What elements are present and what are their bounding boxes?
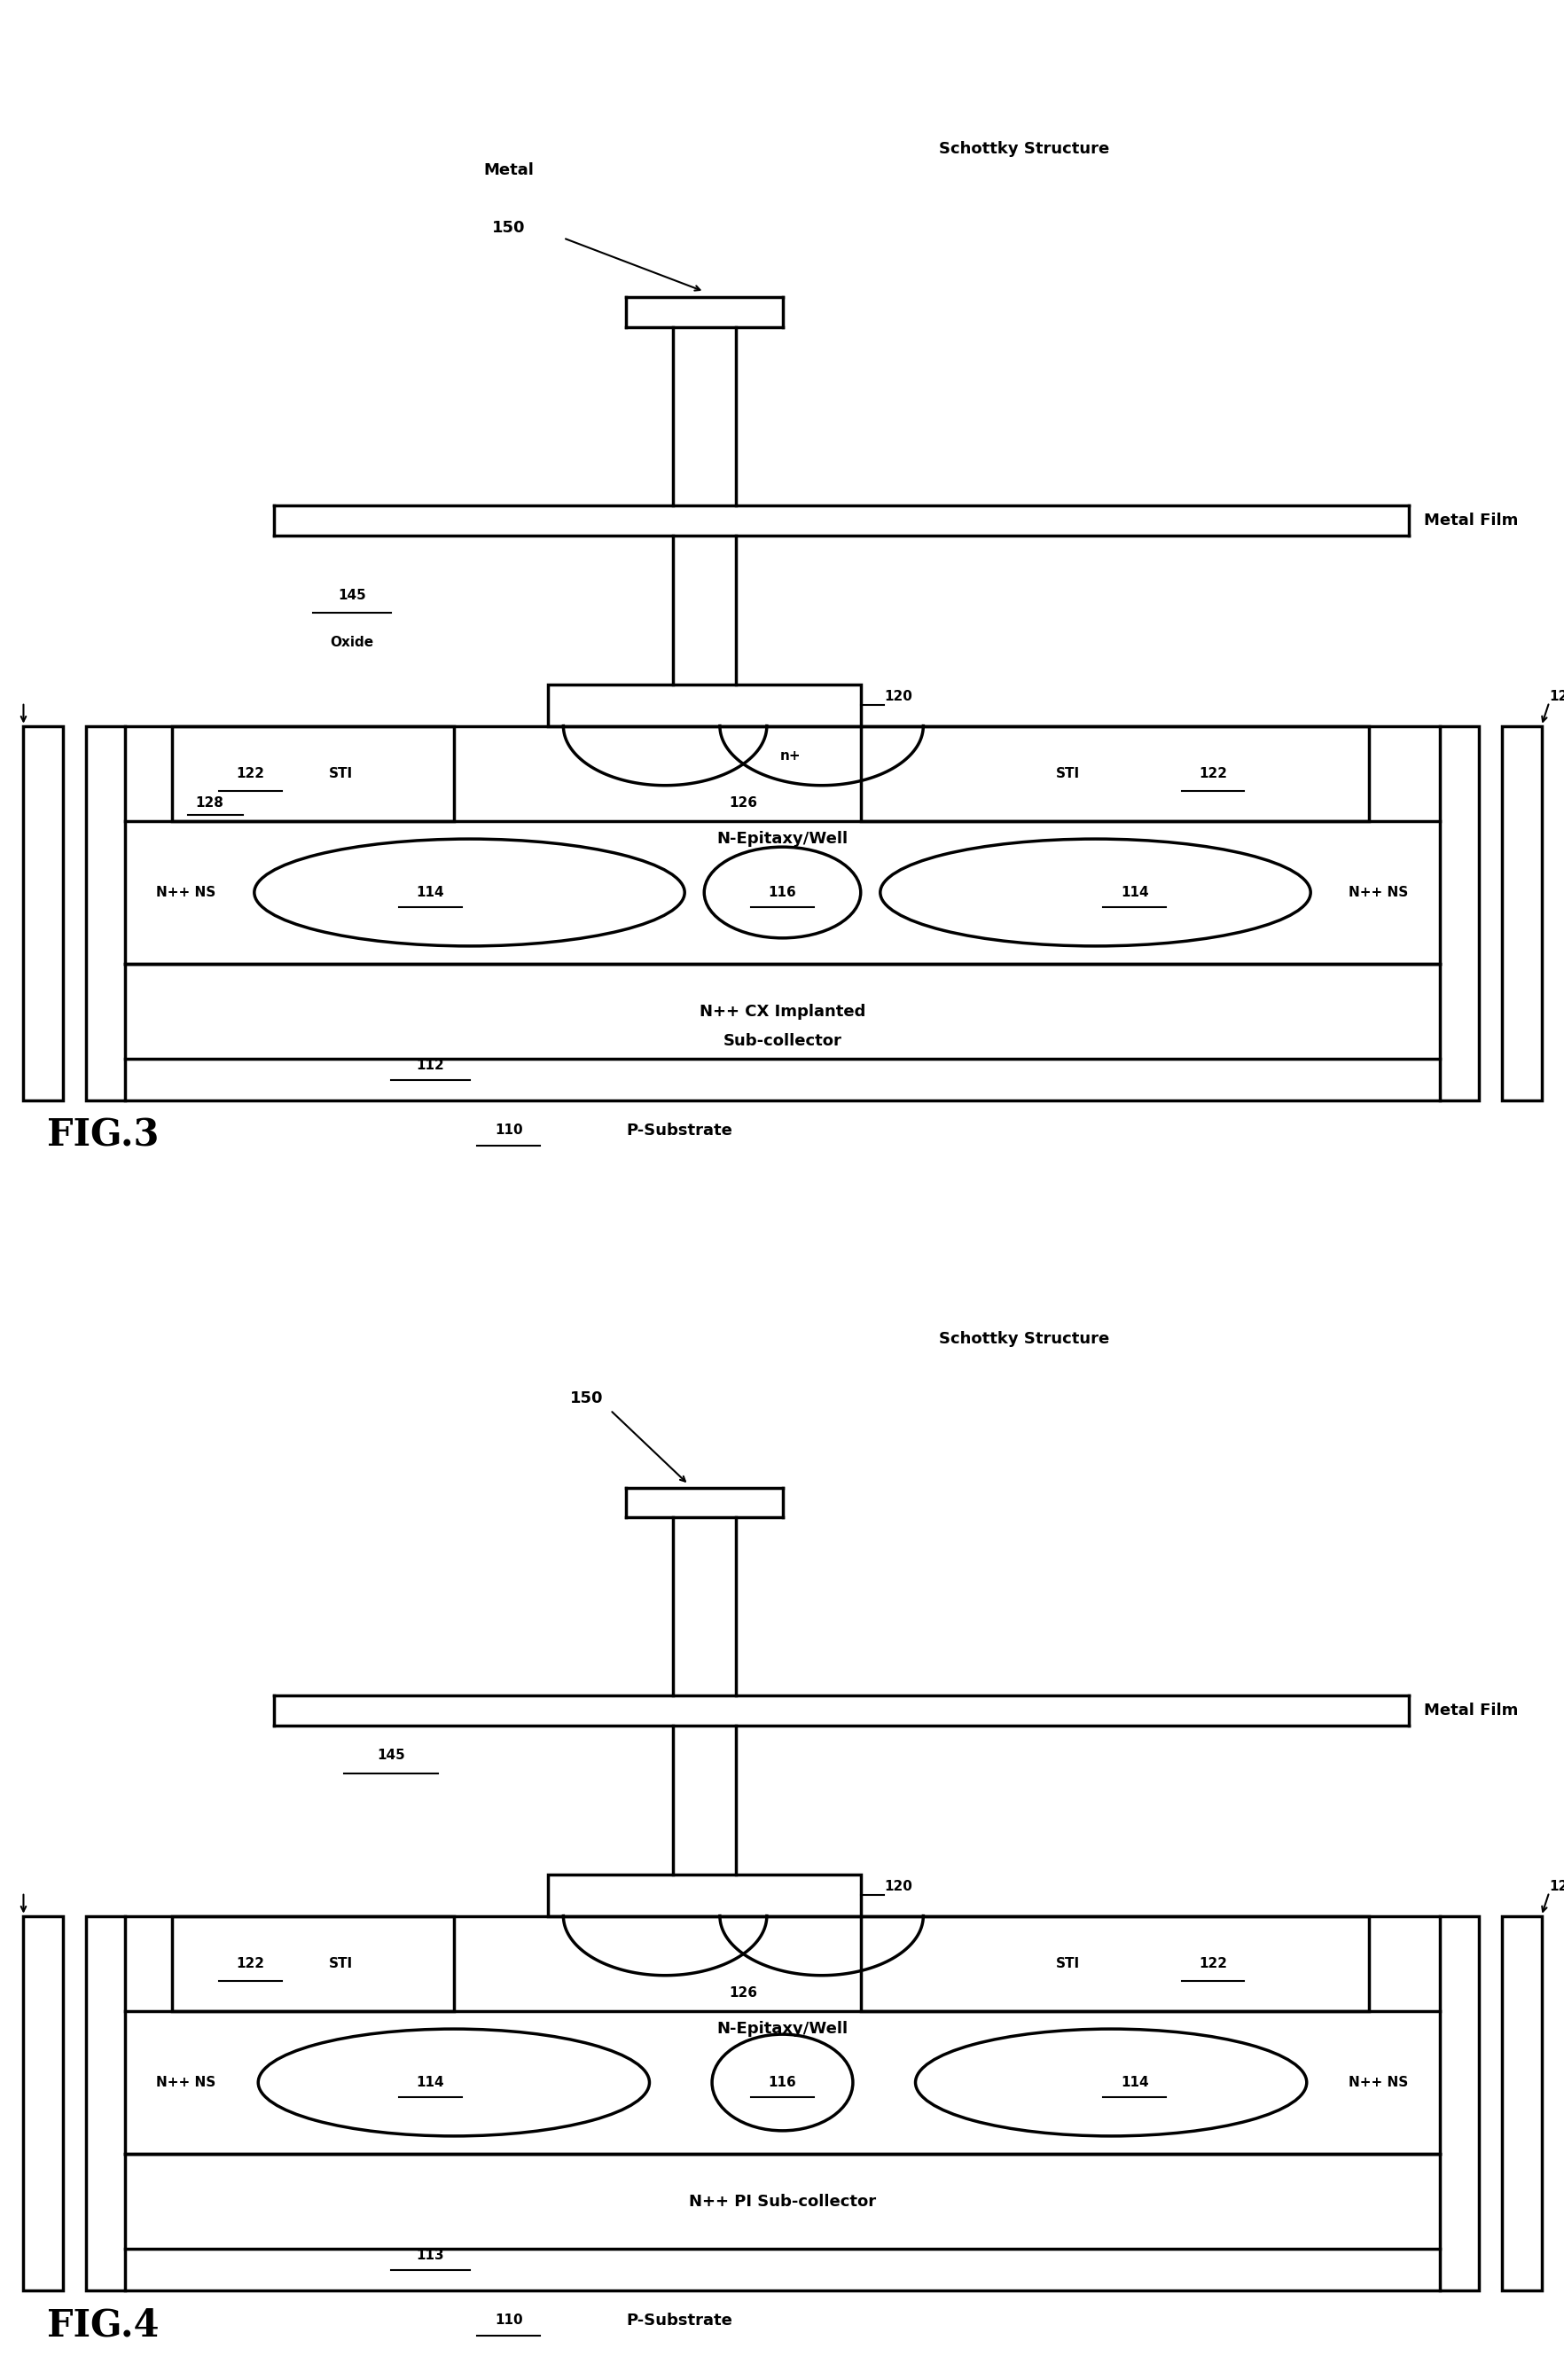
Bar bbox=[172, 726, 454, 821]
Ellipse shape bbox=[258, 2028, 649, 2137]
Bar bbox=[860, 1916, 1368, 2011]
Text: 150: 150 bbox=[491, 219, 526, 236]
Text: STI: STI bbox=[1056, 1956, 1079, 1971]
Text: STI: STI bbox=[1056, 766, 1079, 781]
Text: STI: STI bbox=[328, 766, 352, 781]
Text: 122: 122 bbox=[1198, 766, 1226, 781]
Text: N-Epitaxy/Well: N-Epitaxy/Well bbox=[716, 831, 848, 847]
Text: Sub-collector: Sub-collector bbox=[723, 1033, 841, 1050]
Bar bbox=[860, 726, 1368, 821]
Bar bbox=[86, 1916, 125, 2290]
Text: P-Substrate: P-Substrate bbox=[626, 1123, 732, 1138]
Text: 150: 150 bbox=[569, 1390, 604, 1407]
Text: Oxide: Oxide bbox=[330, 635, 374, 650]
Text: Schottky Structure: Schottky Structure bbox=[938, 1330, 1109, 1347]
Text: N++ NS: N++ NS bbox=[156, 2075, 216, 2090]
Bar bbox=[23, 1916, 63, 2290]
Text: 112: 112 bbox=[416, 1059, 444, 1071]
Text: N++ NS: N++ NS bbox=[1348, 885, 1408, 900]
Text: N++ NS: N++ NS bbox=[156, 885, 216, 900]
Text: 128: 128 bbox=[196, 797, 224, 809]
Text: 122: 122 bbox=[236, 766, 264, 781]
Ellipse shape bbox=[881, 838, 1311, 947]
Ellipse shape bbox=[704, 847, 860, 938]
Bar bbox=[1501, 726, 1541, 1100]
Text: 114: 114 bbox=[1120, 885, 1148, 900]
Bar bbox=[547, 1875, 860, 1916]
Text: n+: n+ bbox=[779, 750, 801, 762]
Bar bbox=[172, 1916, 454, 2011]
Text: STI: STI bbox=[328, 1956, 352, 1971]
Text: Metal: Metal bbox=[483, 162, 533, 178]
Text: 120: 120 bbox=[884, 690, 912, 702]
Text: 124: 124 bbox=[1548, 690, 1564, 702]
Text: 110: 110 bbox=[494, 1123, 522, 1138]
Text: FIG.3: FIG.3 bbox=[47, 1116, 160, 1154]
Text: 126: 126 bbox=[729, 1987, 757, 1999]
Text: Metal Film: Metal Film bbox=[1423, 1702, 1517, 1718]
Text: 110: 110 bbox=[494, 2313, 522, 2328]
Ellipse shape bbox=[712, 2035, 852, 2130]
Bar bbox=[1439, 1916, 1478, 2290]
Text: 116: 116 bbox=[768, 885, 796, 900]
Text: P-Substrate: P-Substrate bbox=[626, 2313, 732, 2328]
Text: Schottky Structure: Schottky Structure bbox=[938, 140, 1109, 157]
Text: 114: 114 bbox=[416, 885, 444, 900]
Text: N-Epitaxy/Well: N-Epitaxy/Well bbox=[716, 2021, 848, 2037]
Text: 145: 145 bbox=[338, 588, 366, 602]
Text: 122: 122 bbox=[1198, 1956, 1226, 1971]
Bar bbox=[1501, 1916, 1541, 2290]
Text: 120: 120 bbox=[884, 1880, 912, 1892]
Text: 145: 145 bbox=[377, 1749, 405, 1761]
Text: Metal Film: Metal Film bbox=[1423, 512, 1517, 528]
Bar bbox=[1439, 726, 1478, 1100]
Bar bbox=[547, 685, 860, 726]
Text: N++ NS: N++ NS bbox=[1348, 2075, 1408, 2090]
Text: N++ PI Sub-collector: N++ PI Sub-collector bbox=[688, 2194, 876, 2209]
Text: 124: 124 bbox=[1548, 1880, 1564, 1892]
Text: 114: 114 bbox=[416, 2075, 444, 2090]
Ellipse shape bbox=[915, 2028, 1306, 2137]
Text: 116: 116 bbox=[768, 2075, 796, 2090]
Text: 114: 114 bbox=[1120, 2075, 1148, 2090]
Text: 122: 122 bbox=[236, 1956, 264, 1971]
Text: 113: 113 bbox=[416, 2249, 444, 2261]
Text: N++ CX Implanted: N++ CX Implanted bbox=[699, 1004, 865, 1019]
Ellipse shape bbox=[255, 838, 685, 947]
Bar bbox=[23, 726, 63, 1100]
Text: FIG.4: FIG.4 bbox=[47, 2306, 160, 2344]
Bar bbox=[86, 726, 125, 1100]
Text: 126: 126 bbox=[729, 797, 757, 809]
